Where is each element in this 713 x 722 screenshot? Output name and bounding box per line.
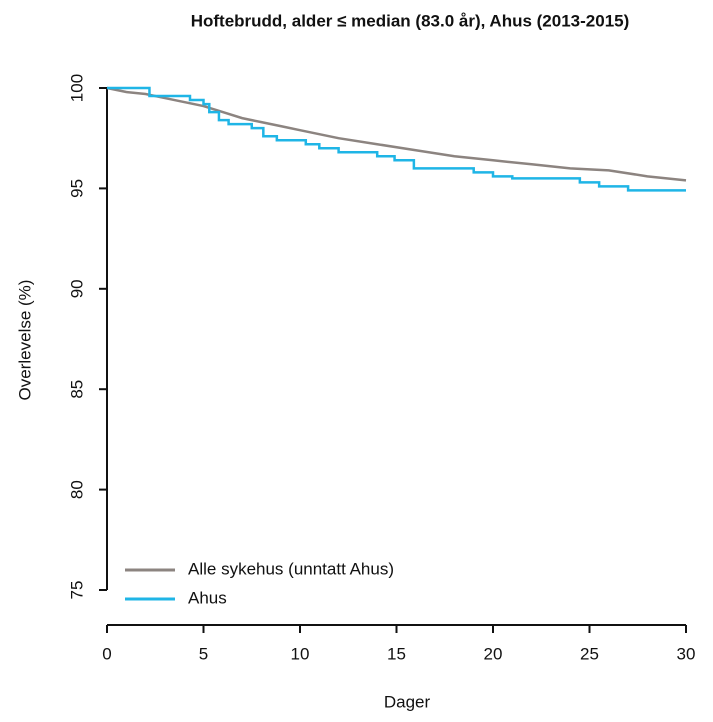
x-tick-label: 15 <box>387 644 406 663</box>
chart-title: Hoftebrudd, alder ≤ median (83.0 år), Ah… <box>191 11 630 30</box>
series-line <box>106 86 687 182</box>
x-tick-label: 0 <box>102 644 111 663</box>
y-tick-label: 100 <box>67 74 86 102</box>
legend-label: Ahus <box>188 588 227 607</box>
x-axis-label: Dager <box>384 692 431 711</box>
y-axis-label: Overlevelse (%) <box>15 280 34 401</box>
series-line <box>107 86 686 192</box>
x-tick-label: 10 <box>291 644 310 663</box>
x-tick-label: 30 <box>677 644 696 663</box>
y-tick-label: 85 <box>67 380 86 399</box>
x-tick-label: 5 <box>199 644 208 663</box>
y-tick-label: 75 <box>67 581 86 600</box>
legend-label: Alle sykehus (unntatt Ahus) <box>188 559 394 578</box>
y-tick-label: 95 <box>67 179 86 198</box>
x-tick-label: 25 <box>580 644 599 663</box>
y-tick-label: 80 <box>67 480 86 499</box>
x-tick-label: 20 <box>484 644 503 663</box>
y-tick-label: 90 <box>67 279 86 298</box>
